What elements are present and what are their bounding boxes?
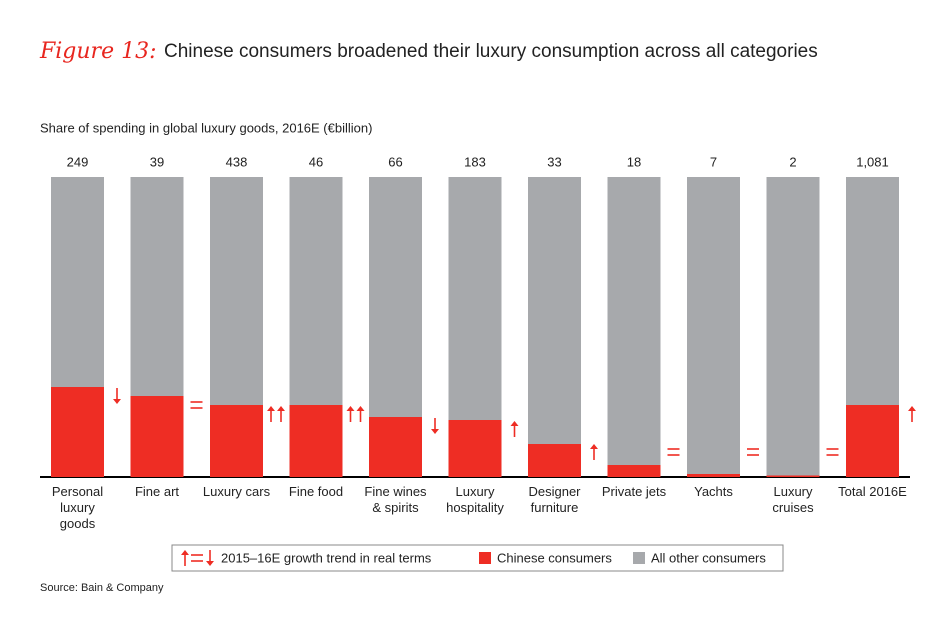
x-tick-label: Private jets	[602, 484, 667, 499]
legend-swatch	[633, 552, 645, 564]
bar-segment	[607, 177, 661, 465]
bar-segment	[687, 177, 740, 474]
total-label: 183	[464, 154, 486, 169]
bar-segment	[51, 387, 104, 477]
x-tick-label: Fine art	[135, 484, 179, 499]
x-tick-line: goods	[60, 516, 96, 531]
trend-arrow	[356, 406, 365, 422]
total-label: 438	[226, 154, 248, 169]
legend-label: All other consumers	[651, 550, 766, 565]
legend-label: Chinese consumers	[497, 550, 612, 565]
trend-arrow	[113, 388, 121, 404]
bar-segment	[369, 177, 422, 417]
bar-segment	[210, 177, 263, 405]
x-tick-line: Luxury	[455, 484, 495, 499]
arrow-head	[431, 429, 439, 434]
bar-segment	[448, 420, 502, 477]
x-tick-label: Luxury hospitality	[446, 484, 504, 515]
x-tick-line: Total 2016E	[838, 484, 907, 499]
bar-segment	[130, 396, 184, 477]
legend-label: 2015–16E growth trend in real terms	[221, 550, 432, 565]
bar-segment	[528, 444, 581, 477]
total-label: 249	[67, 154, 89, 169]
arrow-head	[267, 406, 275, 411]
x-tick-line: furniture	[531, 500, 579, 515]
bar-segment	[607, 465, 661, 477]
arrow-head	[908, 406, 916, 411]
x-tick-label: Total 2016E	[838, 484, 907, 499]
x-tick-line: Yachts	[694, 484, 733, 499]
x-tick-line: & spirits	[372, 500, 419, 515]
arrow-head	[356, 406, 365, 411]
trend-arrow	[206, 550, 214, 566]
trend-arrow	[908, 406, 916, 422]
bar-segment	[528, 177, 581, 444]
bar-segment	[289, 177, 343, 405]
x-tick-line: luxury	[60, 500, 95, 515]
arrow-head	[277, 406, 285, 411]
trend-arrow	[346, 406, 355, 422]
total-label: 7	[710, 154, 717, 169]
trend-arrow	[431, 418, 439, 434]
arrow-head	[113, 399, 121, 404]
trend-arrow	[181, 550, 189, 566]
arrow-head	[590, 444, 598, 449]
x-tick-line: Luxury	[773, 484, 813, 499]
bar-segment	[846, 177, 899, 405]
figure-label: Figure 13:	[39, 39, 157, 64]
x-tick-line: cruises	[772, 500, 814, 515]
total-label: 18	[627, 154, 641, 169]
x-tick-line: Personal	[52, 484, 103, 499]
bar-segment	[210, 405, 263, 477]
x-tick-line: Fine food	[289, 484, 343, 499]
legend-box	[171, 544, 784, 572]
source: Source: Bain & Company	[40, 582, 164, 594]
bar-segment	[369, 417, 422, 477]
subtitle: Share of spending in global luxury goods…	[40, 120, 372, 135]
arrow-head	[206, 561, 214, 566]
x-tick-label: Designer furniture	[528, 484, 581, 515]
trend-arrow	[510, 421, 519, 437]
arrow-head	[510, 421, 519, 426]
x-tick-label: Fine food	[289, 484, 343, 499]
chart-title: Chinese consumers broadened their luxury…	[164, 41, 818, 62]
bar-segment	[130, 177, 184, 396]
bar-segment	[766, 475, 820, 477]
x-tick-label: Fine wines & spirits	[364, 484, 427, 515]
total-label: 46	[309, 154, 323, 169]
total-label: 66	[388, 154, 402, 169]
total-label: 1,081	[856, 154, 889, 169]
x-tick-label: Luxury cruises	[772, 484, 814, 515]
trend-arrow	[267, 406, 275, 422]
total-label: 39	[150, 154, 164, 169]
bar-segment	[289, 405, 343, 477]
total-label: 2	[789, 154, 796, 169]
x-tick-line: hospitality	[446, 500, 504, 515]
legend-swatch	[479, 552, 491, 564]
bar-segment	[51, 177, 104, 387]
trend-arrow	[590, 444, 598, 460]
arrow-head	[346, 406, 355, 411]
bar-segment	[448, 177, 502, 420]
x-tick-label: Luxury cars	[203, 484, 271, 499]
x-tick-line: Private jets	[602, 484, 667, 499]
x-tick-label: Personal luxury goods	[52, 484, 103, 531]
arrow-head	[181, 550, 189, 555]
bar-segment	[687, 474, 740, 477]
x-tick-line: Fine art	[135, 484, 179, 499]
x-tick-label: Yachts	[694, 484, 733, 499]
x-tick-line: Designer	[528, 484, 581, 499]
x-tick-line: Fine wines	[364, 484, 427, 499]
bar-segment	[766, 177, 820, 476]
total-label: 33	[547, 154, 561, 169]
bar-segment	[846, 405, 899, 477]
trend-arrow	[277, 406, 285, 422]
x-tick-line: Luxury cars	[203, 484, 271, 499]
